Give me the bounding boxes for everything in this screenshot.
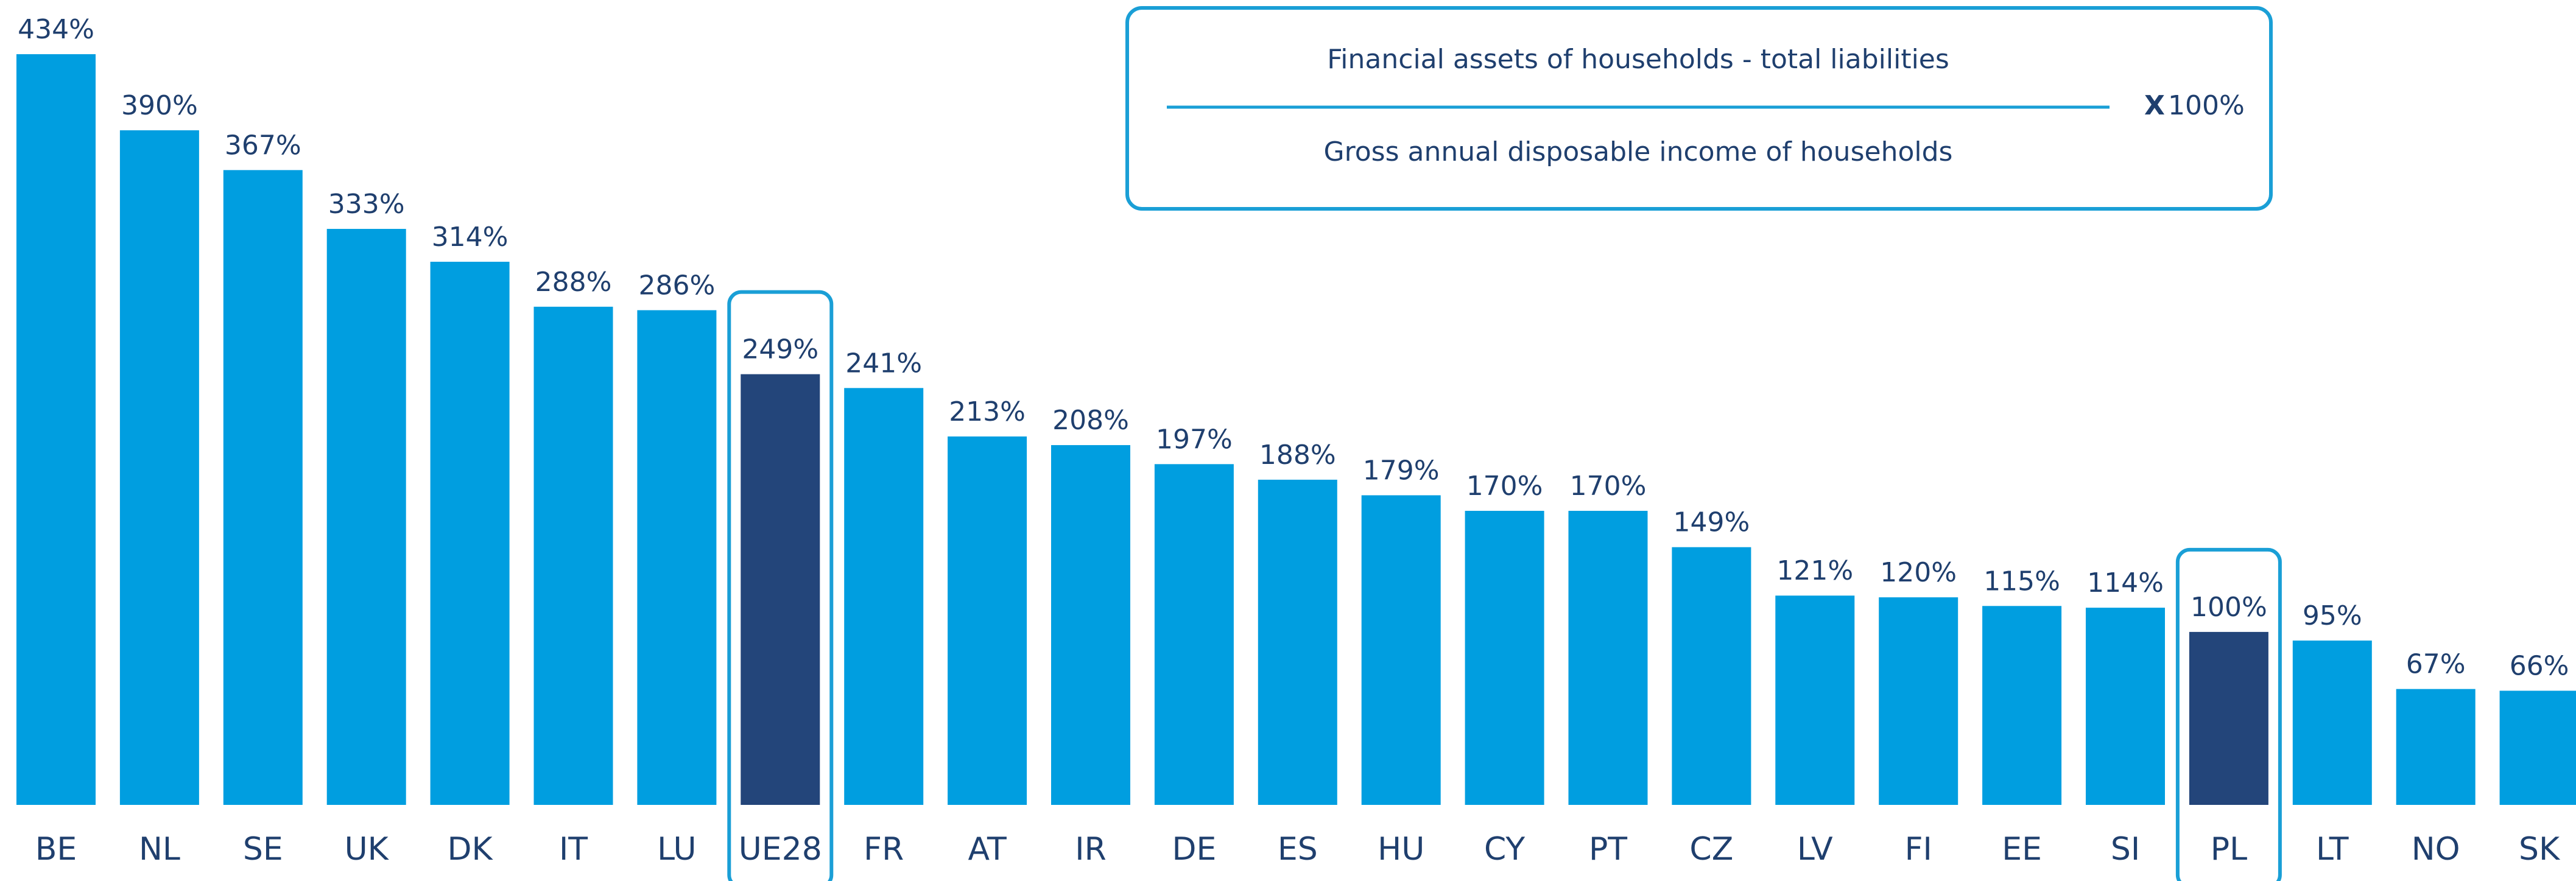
category-label: SI [2111,831,2140,868]
category-label: CY [1484,831,1525,868]
category-label: PT [1589,831,1627,868]
value-label: 434% [18,14,94,45]
bar [948,436,1027,805]
value-label: 314% [432,222,509,253]
value-label: 66% [2510,650,2569,681]
category-label: IR [1075,831,1106,868]
bar [2292,641,2372,805]
value-label: 213% [949,396,1026,427]
highlight-frame [727,290,834,881]
value-label: 288% [535,267,612,298]
category-label: SK [2519,831,2561,868]
category-label: HU [1378,831,1424,868]
value-label: 286% [639,270,716,301]
value-label: 114% [2087,567,2164,598]
category-label: SE [243,831,283,868]
formula-denominator: Gross annual disposable income of househ… [1324,136,1953,167]
value-label: 95% [2303,600,2362,631]
bar [1879,597,1958,805]
bar [1361,495,1441,805]
bar [741,374,820,805]
bar [16,54,96,806]
value-label: 149% [1673,507,1750,538]
value-label: 367% [225,130,301,161]
value-label: 170% [1570,471,1647,502]
bar [223,170,303,805]
category-label: FR [864,831,904,868]
value-label: 115% [1983,566,2060,597]
value-label: 208% [1052,405,1129,436]
value-label: 120% [1880,557,1957,588]
category-label: NO [2412,831,2460,868]
category-label: IT [559,831,588,868]
bar [1672,547,1751,805]
category-label: UE28 [739,831,822,868]
category-label: BE [35,831,77,868]
bar [533,306,613,805]
bar [1465,511,1544,805]
bar [326,228,406,805]
category-label: DE [1172,831,1216,868]
formula-times: X [2144,90,2165,121]
bar [2499,690,2576,805]
formula-numerator: Financial assets of households - total l… [1327,44,1949,75]
bar [844,388,924,805]
bar [1258,479,1337,805]
formula-factor: 100% [2168,90,2245,121]
bar [2396,689,2476,805]
value-label: 241% [845,348,922,379]
category-label: ES [1278,831,1318,868]
bar [1982,606,2062,805]
value-label: 170% [1466,471,1543,502]
category-label: PL [2211,831,2247,868]
value-label: 390% [121,90,198,121]
value-label: 249% [742,334,818,365]
category-label: FI [1905,831,1932,868]
bar [119,130,199,805]
bar [1775,595,1855,805]
bar [1568,511,1648,805]
bar [430,261,510,805]
value-label: 333% [328,189,405,220]
formula-box: Financial assets of households - total l… [1125,6,2273,211]
category-label: LT [2316,831,2349,868]
category-label: NL [139,831,180,868]
value-label: 100% [2191,592,2267,623]
value-label: 121% [1776,555,1853,586]
category-label: EE [2002,831,2042,868]
bar [1154,464,1234,805]
value-label: 67% [2406,649,2466,680]
category-label: UK [345,831,390,868]
value-label: 197% [1156,424,1233,455]
highlight-frame [2175,547,2282,881]
bar [2086,608,2165,805]
category-label: LU [657,831,696,868]
category-label: CZ [1689,831,1733,868]
bar [637,310,717,805]
bar [2189,631,2268,805]
value-label: 179% [1363,455,1440,486]
category-label: LV [1797,831,1833,868]
bar [1051,445,1130,805]
value-label: 188% [1259,440,1336,471]
category-label: AT [968,831,1007,868]
formula-frame [1125,6,2273,211]
category-label: DK [448,831,494,868]
